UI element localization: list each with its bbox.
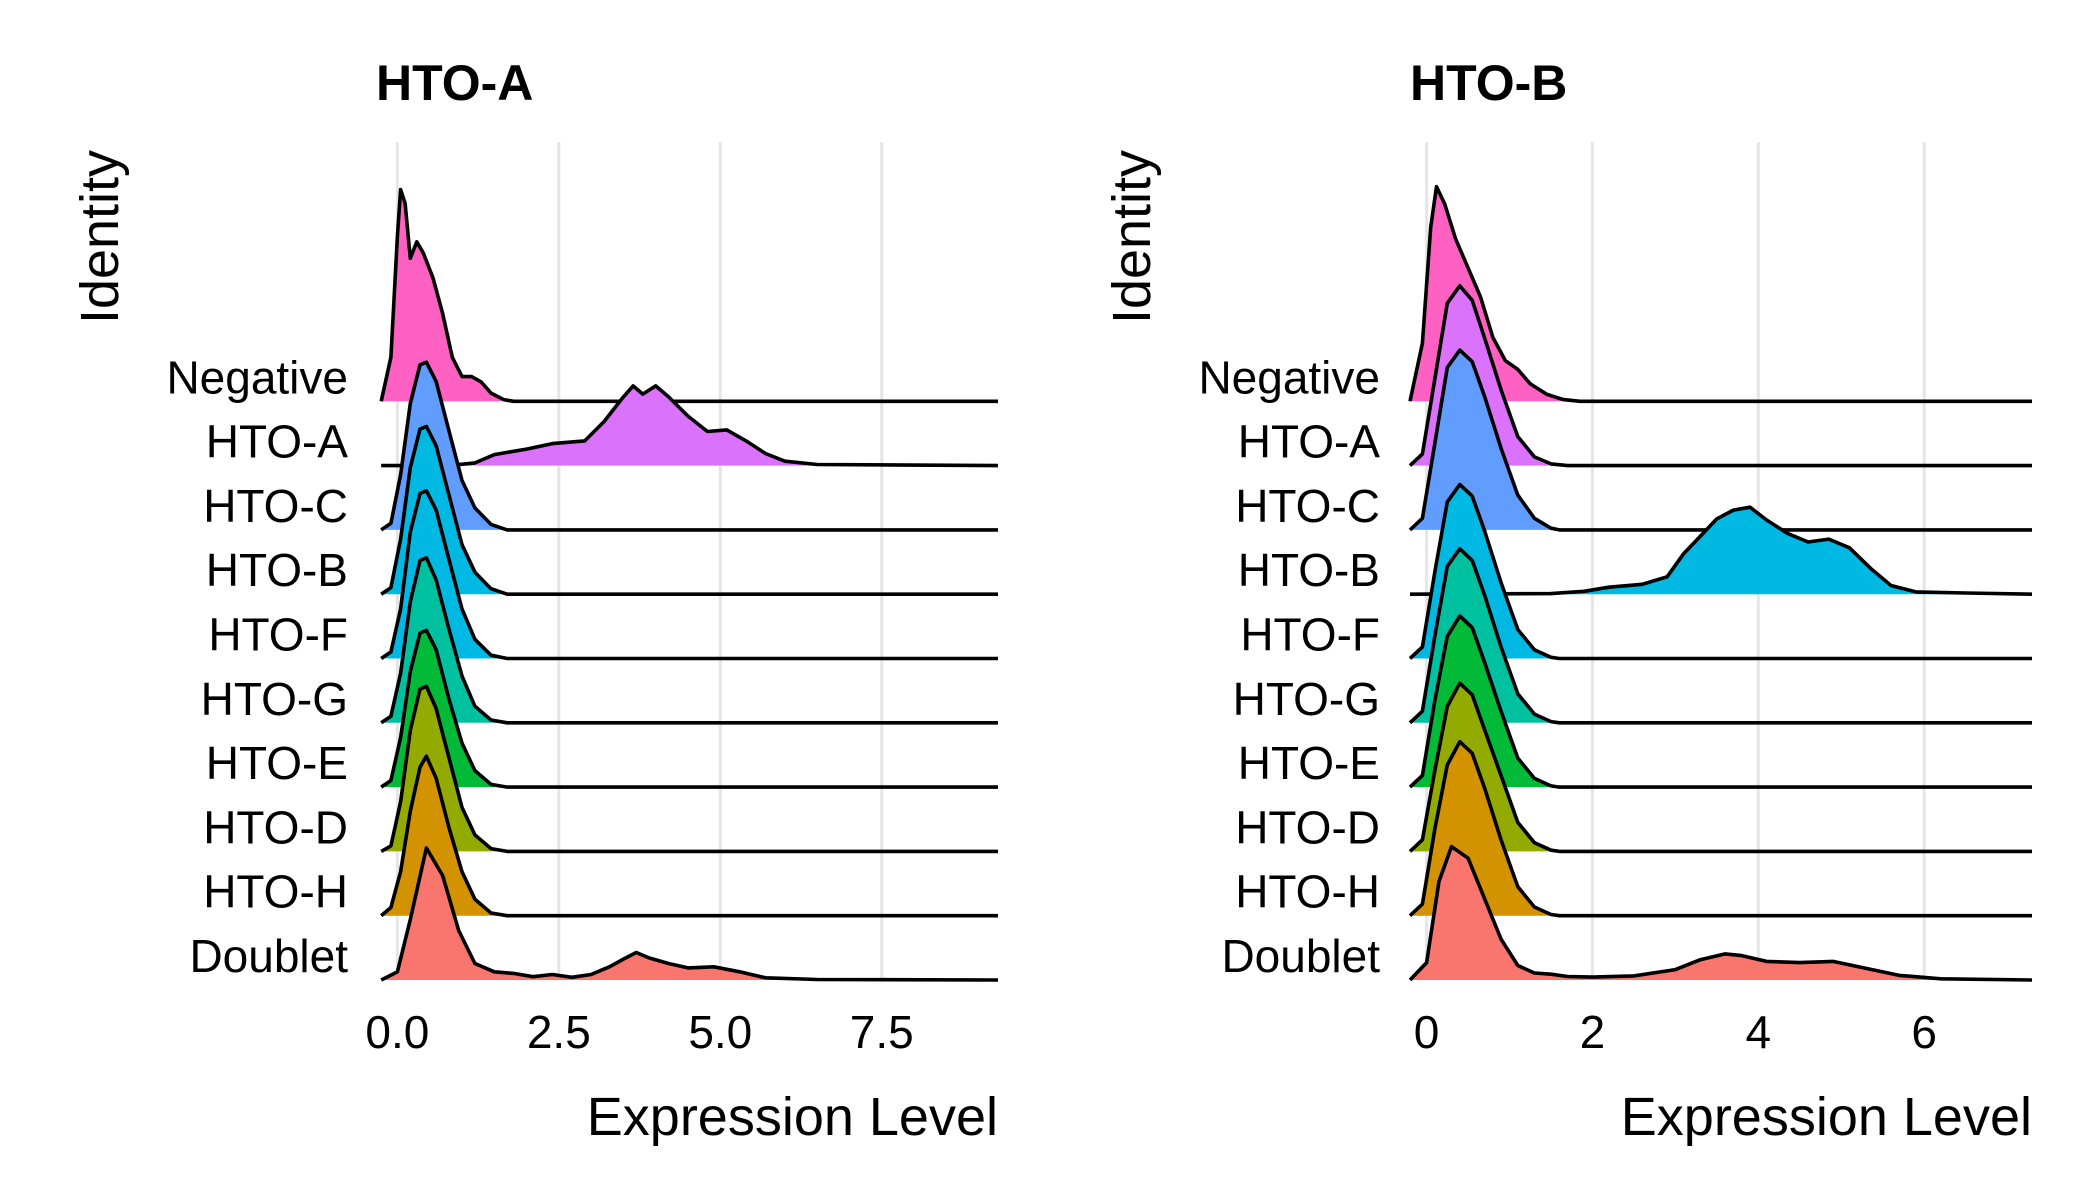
- ridge-line-hto-f: [380, 489, 998, 661]
- panel-title: HTO-A: [376, 55, 533, 111]
- ridge-fill-hto-a: [381, 385, 998, 466]
- panel-title: HTO-B: [1410, 55, 1567, 111]
- y-tick-label-hto-c: HTO-C: [1235, 480, 1380, 532]
- y-tick-label-doublet: Doublet: [189, 930, 348, 982]
- y-tick-label-hto-d: HTO-D: [203, 801, 348, 853]
- y-tick-label-hto-b: HTO-B: [1238, 544, 1380, 596]
- ridge-panel-hto-b: HTO-B Identity Expression Level Doublet H…: [1102, 55, 2033, 1147]
- ridge-line-hto-d: [1408, 681, 2032, 854]
- y-tick-label-hto-g: HTO-G: [1233, 673, 1380, 725]
- x-tick-label: 5.0: [688, 1006, 752, 1058]
- y-tick-label-hto-g: HTO-G: [201, 673, 348, 725]
- y-tick-label-hto-e: HTO-E: [1238, 737, 1380, 789]
- y-tick-label-hto-a: HTO-A: [206, 416, 349, 468]
- ridge-line-negative: [1408, 184, 2032, 404]
- ridge-line-hto-d: [380, 684, 998, 854]
- ridge-line-hto-g: [1408, 547, 2032, 725]
- x-tick-labels: 0.0 2.5 5.0 7.5: [365, 1006, 913, 1058]
- y-tick-label-hto-d: HTO-D: [1235, 801, 1380, 853]
- ridge-fill-negative: [1410, 186, 2032, 402]
- ridge-line-hto-g: [380, 556, 998, 725]
- ridge-line-hto-h: [1408, 739, 2032, 918]
- y-tick-label-hto-b: HTO-B: [206, 544, 348, 596]
- y-tick-label-hto-e: HTO-E: [206, 737, 348, 789]
- ridge-line-hto-b: [380, 424, 998, 596]
- y-tick-label-doublet: Doublet: [1221, 930, 1380, 982]
- y-tick-label-hto-f: HTO-F: [1240, 609, 1380, 661]
- ridge-line-hto-e: [1408, 614, 2032, 789]
- ridge-line-hto-e: [380, 628, 998, 789]
- y-tick-labels: Doublet HTO-H HTO-D HTO-E HTO-G HTO-F HTO-B HTO…: [1198, 351, 1380, 982]
- ridge-line-doublet: [1408, 844, 2033, 982]
- x-tick-label: 0: [1414, 1006, 1440, 1058]
- x-axis-title: Expression Level: [587, 1087, 998, 1147]
- ridge-line-hto-c: [380, 360, 998, 532]
- x-tick-label: 7.5: [850, 1006, 914, 1058]
- y-tick-label-hto-c: HTO-C: [203, 480, 348, 532]
- y-axis-title: Identity: [70, 150, 130, 324]
- x-tick-label: 2: [1580, 1006, 1606, 1058]
- x-axis-title: Expression Level: [1621, 1087, 2032, 1147]
- y-tick-label-hto-a: HTO-A: [1238, 416, 1381, 468]
- y-tick-labels: Doublet HTO-H HTO-D HTO-E HTO-G HTO-F HTO-B HTO…: [166, 351, 348, 982]
- ridge-panel-hto-a: HTO-A Identity Expression Level Doublet H…: [70, 55, 999, 1147]
- ridges: [379, 187, 999, 982]
- ridge-line-doublet: [380, 846, 999, 982]
- y-tick-label-negative: Negative: [1198, 351, 1380, 403]
- y-tick-label-negative: Negative: [166, 351, 348, 403]
- ridge-fill-hto-b: [1410, 507, 2032, 595]
- y-tick-label-hto-h: HTO-H: [1235, 866, 1380, 918]
- ridge-line-hto-c: [1408, 348, 2032, 532]
- y-axis-title: Identity: [1102, 150, 1162, 324]
- x-tick-label: 0.0: [365, 1006, 429, 1058]
- ridge-line-hto-a: [1408, 284, 2032, 468]
- ridge-fill-negative: [381, 189, 998, 402]
- y-tick-label-hto-h: HTO-H: [203, 866, 348, 918]
- ridges: [1408, 184, 2033, 982]
- x-tick-label: 4: [1746, 1006, 1772, 1058]
- ridge-line-hto-a: [381, 384, 999, 468]
- x-tick-label: 6: [1911, 1006, 1937, 1058]
- x-tick-label: 2.5: [527, 1006, 591, 1058]
- ridge-line-hto-b: [1409, 505, 2033, 596]
- ridge-fill-doublet: [1410, 846, 2032, 980]
- ridge-fill-doublet: [381, 848, 998, 980]
- ridge-line-negative: [379, 187, 998, 404]
- x-tick-labels: 0 2 4 6: [1414, 1006, 1937, 1058]
- y-tick-label-hto-f: HTO-F: [208, 609, 348, 661]
- ridge-line-hto-h: [380, 754, 998, 918]
- ridge-line-hto-f: [1408, 482, 2032, 661]
